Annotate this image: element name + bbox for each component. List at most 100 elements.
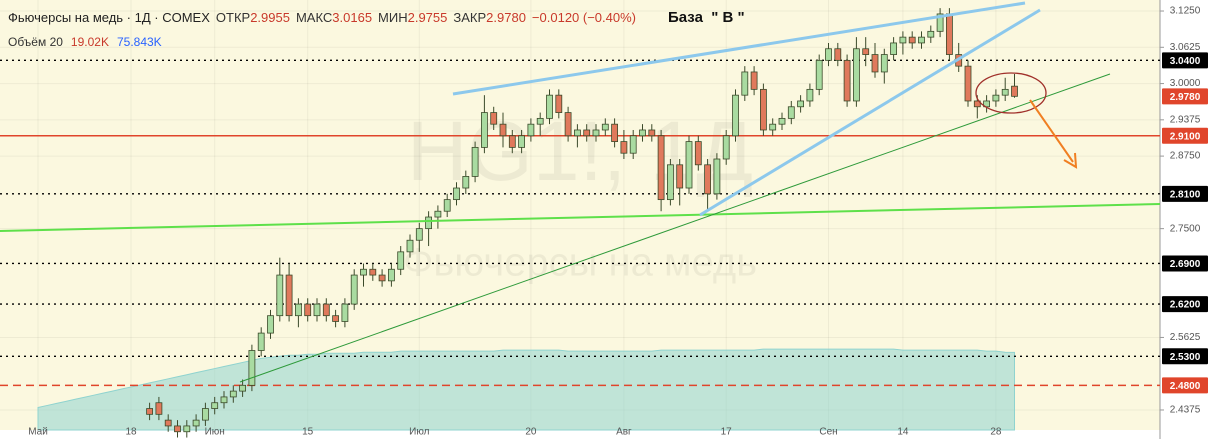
candle-body (592, 129, 600, 137)
candle-body (453, 187, 460, 201)
candle-body (397, 251, 405, 270)
price-label: 3.0400 (1170, 56, 1201, 67)
watermark: Фьючерсы на медь (403, 241, 757, 285)
ellipse (975, 72, 1047, 114)
x-tick-label: Авг (616, 427, 632, 438)
candle-body (667, 164, 674, 201)
candle-body (174, 425, 181, 433)
candle-body (155, 402, 163, 415)
candle-body (918, 36, 925, 44)
candle-body (164, 419, 172, 427)
candle-body (518, 135, 525, 148)
candle-body (332, 315, 340, 322)
candle-body (229, 390, 237, 398)
candle-body (313, 303, 321, 317)
candle-body (862, 48, 870, 55)
candle-body (471, 146, 479, 177)
change: −0.0120 (−0.40%) (531, 10, 636, 25)
candle-body (741, 71, 749, 96)
volume-name: Объём 20 (8, 35, 63, 49)
candle-body (546, 94, 553, 119)
price-label: 2.8100 (1170, 189, 1201, 200)
candle-body (834, 48, 842, 61)
candle-body (639, 129, 646, 137)
candle-body (583, 129, 591, 137)
candle-body (927, 30, 935, 38)
candle-body (880, 54, 888, 73)
candle-body (415, 228, 423, 241)
ohlc-label: МИН (378, 10, 408, 25)
price-axis (1160, 0, 1210, 439)
candle-body (574, 129, 581, 137)
price-label-box (1162, 377, 1208, 394)
candle-body (694, 141, 702, 166)
candle-body (499, 123, 507, 137)
arrow-head (1063, 152, 1078, 169)
arrow (1029, 99, 1074, 163)
price-label-box (1162, 185, 1208, 202)
candle-body (704, 164, 711, 195)
candle-body (778, 117, 786, 125)
candle-body (676, 164, 684, 189)
y-tick-label: 2.5625 (1170, 332, 1201, 343)
trend-line (452, 1, 1026, 96)
volume-ma-area (37, 348, 1015, 431)
candle-body (434, 210, 442, 218)
y-tick-label: 3.0625 (1170, 42, 1201, 53)
candle-body (750, 71, 758, 90)
candle-body (508, 135, 516, 148)
candle-body (1011, 85, 1018, 97)
candle-body (853, 48, 860, 102)
candle-body (146, 408, 154, 415)
candle-body (936, 13, 944, 32)
ohlc: ОТКР2.9955 МАКС3.0165 МИН2.9755 ЗАКР2.9780 (210, 10, 526, 25)
x-tick-label: Май (28, 427, 48, 438)
candle-body (239, 384, 247, 392)
price-label: 2.6200 (1170, 300, 1201, 311)
title: Фьючерсы на медь · 1Д · COMEX (8, 10, 210, 25)
price-label-box (1162, 88, 1208, 105)
candle-body (629, 135, 637, 154)
candle-body (1001, 88, 1009, 96)
candle-body (732, 94, 739, 137)
candle-body (211, 402, 219, 409)
candle-body (601, 123, 609, 131)
candle-body (527, 123, 535, 137)
ohlc-label: МАКС (295, 10, 333, 25)
candle-body (406, 239, 414, 253)
trend-line (0, 203, 1161, 232)
candle-body (769, 123, 777, 131)
candle-body (276, 274, 284, 317)
candle-body (341, 303, 349, 322)
drawings (0, 1, 1161, 383)
candle-body (843, 59, 851, 102)
candle-body (908, 36, 916, 44)
candle-body (267, 315, 274, 334)
x-tick-label: 20 (525, 427, 537, 438)
price-label-box (1162, 296, 1208, 313)
candle-body (815, 59, 823, 90)
candle-body (490, 112, 498, 125)
candle-body (806, 88, 814, 102)
candle-body (387, 268, 395, 282)
annotation: База " В " (668, 9, 745, 26)
y-tick-label: 2.9375 (1170, 114, 1201, 125)
y-tick-label: 3.1250 (1170, 6, 1201, 17)
price-label: 2.6900 (1170, 259, 1201, 270)
volume-legend: Объём 20 19.02K 75.843K (8, 35, 162, 49)
x-tick-label: 28 (990, 427, 1002, 438)
x-tick-label: 17 (721, 427, 733, 438)
x-tick-label: Сен (819, 427, 837, 438)
price-label: 2.9780 (1170, 92, 1201, 103)
candle-body (248, 350, 256, 386)
ohlc-value: 2.9955 (250, 10, 290, 25)
candle-body (183, 425, 191, 433)
ohlc-label: ЗАКР (453, 10, 487, 25)
ohlc-label: ОТКР (215, 10, 251, 25)
candle-body (378, 274, 386, 282)
candle-body (443, 199, 451, 212)
candle-body (350, 274, 358, 305)
candle-body (192, 419, 200, 427)
x-tick-label: 15 (302, 427, 314, 438)
price-label: 2.9100 (1170, 131, 1201, 142)
